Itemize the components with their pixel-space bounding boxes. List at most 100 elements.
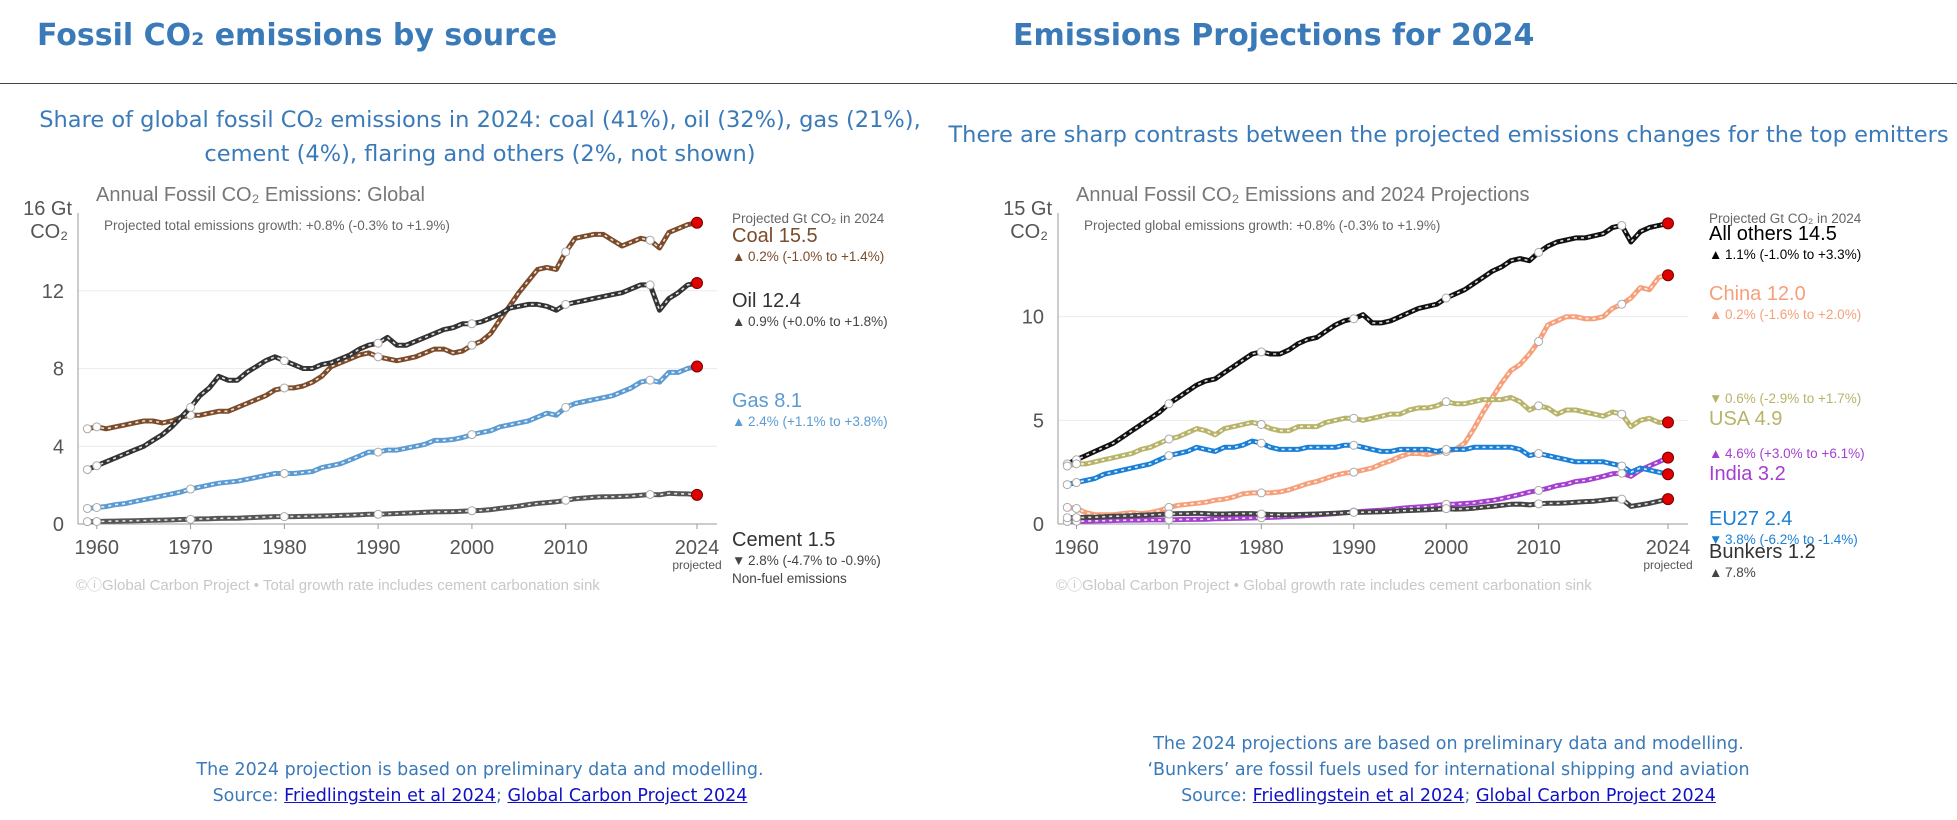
- source-prefix: Source:: [1181, 786, 1253, 806]
- left-heading: Fossil CO₂ emissions by source: [37, 18, 558, 53]
- cement-point: [92, 516, 102, 526]
- all-others-point: [1441, 293, 1451, 303]
- bunkers-point: [1256, 509, 1266, 519]
- oil-growth-arrow: ▲: [732, 314, 745, 329]
- coal-projection-point: [691, 216, 703, 229]
- coal-growth-arrow: ▲: [732, 249, 745, 264]
- source-prefix: Source:: [212, 786, 285, 806]
- gas-series-line: [84, 364, 700, 511]
- bunkers-point: [1441, 504, 1451, 514]
- chart-title: Annual Fossil CO₂ Emissions: Global: [96, 184, 425, 206]
- bunkers-projection-point: [1662, 493, 1674, 506]
- eu27-point: [1062, 480, 1072, 490]
- right-heading: Emissions Projections for 2024: [1013, 18, 1535, 53]
- bunkers-point: [1534, 499, 1544, 509]
- x-tick-label: 2024: [675, 537, 720, 559]
- oil-point: [279, 356, 289, 366]
- x-tick-label: 1970: [1147, 537, 1192, 559]
- left-subtitle-line1: Share of global fossil CO₂ emissions in …: [39, 107, 921, 133]
- coal-point: [373, 352, 383, 362]
- oil-point: [186, 402, 196, 412]
- y-tick-label: 12: [42, 281, 64, 303]
- right-footer-source: Source: Friedlingstein et al 2024; Globa…: [940, 783, 1957, 809]
- emitters-projection-chart: Annual Fossil CO₂ Emissions and 2024 Pro…: [1003, 184, 1865, 594]
- left-subtitle: Share of global fossil CO₂ emissions in …: [0, 103, 960, 171]
- oil-point: [645, 280, 655, 290]
- friedlingstein-link[interactable]: Friedlingstein et al 2024: [284, 786, 496, 806]
- y-tick-label: 5: [1033, 410, 1044, 432]
- bunkers-growth: 7.8%: [1725, 565, 1756, 580]
- china-growth: 0.2% (-1.6% to +2.0%): [1725, 307, 1861, 322]
- gcp-link[interactable]: Global Carbon Project 2024: [1475, 786, 1716, 806]
- gcp-link[interactable]: Global Carbon Project 2024: [507, 786, 748, 806]
- y-axis-unit-2: CO₂: [30, 221, 68, 243]
- all-others-point: [1534, 247, 1544, 257]
- y-axis-unit: 16 Gt: [23, 198, 72, 220]
- left-footer-source: Source: Friedlingstein et al 2024; Globa…: [0, 783, 960, 809]
- cement-point: [279, 512, 289, 522]
- bunkers-point: [1164, 509, 1174, 519]
- usa-point: [1071, 459, 1081, 469]
- source-separator: ;: [1464, 786, 1471, 806]
- x-tick-projected: projected: [672, 558, 721, 572]
- x-tick-label: 2024: [1646, 537, 1691, 559]
- cement-growth: 2.8% (-4.7% to -0.9%): [748, 553, 881, 568]
- coal-value-label: Coal 15.5: [732, 225, 818, 247]
- usa-series-dash: [1067, 396, 1668, 467]
- india-growth: 4.6% (+3.0% to +6.1%): [1725, 446, 1865, 461]
- coal-point: [92, 422, 102, 432]
- oil-point: [82, 465, 92, 475]
- oil-projection-point: [691, 276, 703, 289]
- usa-point: [1256, 419, 1266, 429]
- gas-growth-arrow: ▲: [732, 414, 745, 429]
- x-tick-label: 2000: [450, 537, 495, 559]
- china-growth-arrow: ▲: [1709, 307, 1722, 322]
- cement-point: [561, 495, 571, 505]
- coal-point: [467, 340, 477, 350]
- cement-point: [373, 509, 383, 519]
- eu27-projection-point: [1662, 468, 1674, 481]
- source-separator: ;: [495, 786, 502, 806]
- eu27-point: [1441, 444, 1451, 454]
- all-others-growth-arrow: ▲: [1709, 247, 1722, 262]
- china-point: [1534, 337, 1544, 347]
- all-others-projection-point: [1662, 217, 1674, 230]
- coal-growth: 0.2% (-1.0% to +1.4%): [748, 249, 884, 264]
- coal-point: [645, 235, 655, 245]
- cement-growth-arrow: ▼: [732, 553, 745, 568]
- usa-growth: 0.6% (-2.9% to +1.7%): [1725, 391, 1861, 406]
- friedlingstein-link[interactable]: Friedlingstein et al 2024: [1252, 786, 1465, 806]
- y-tick-label: 10: [1022, 307, 1044, 329]
- header-divider: [0, 83, 1957, 84]
- gas-point: [82, 503, 92, 513]
- oil-growth: 0.9% (+0.0% to +1.8%): [748, 314, 888, 329]
- bunkers-point: [1062, 513, 1072, 523]
- gas-growth: 2.4% (+1.1% to +3.8%): [748, 414, 888, 429]
- bunkers-value-label: Bunkers 1.2: [1709, 541, 1816, 563]
- eu27-series-dash: [1067, 440, 1669, 486]
- watermark: ©ⓘGlobal Carbon Project • Global growth …: [1056, 577, 1592, 594]
- eu27-point: [1164, 451, 1174, 461]
- right-footer: The 2024 projections are based on prelim…: [940, 731, 1957, 809]
- eu27-growth: 3.8% (-6.2% to -1.4%): [1725, 532, 1858, 547]
- left-footer: The 2024 projection is based on prelimin…: [0, 757, 960, 809]
- usa-value-label: USA 4.9: [1709, 408, 1782, 430]
- all-others-point: [1164, 399, 1174, 409]
- eu27-value-label: EU27 2.4: [1709, 508, 1792, 530]
- india-growth-arrow: ▲: [1709, 446, 1722, 461]
- oil-point: [561, 299, 571, 309]
- cement-projection-point: [691, 488, 703, 501]
- all-others-point: [1256, 347, 1266, 357]
- oil-series-dash: [87, 282, 698, 471]
- left-subtitle-line2: cement (4%), flaring and others (2%, not…: [204, 141, 756, 167]
- chart-title: Annual Fossil CO₂ Emissions and 2024 Pro…: [1076, 184, 1530, 206]
- usa-point: [1164, 434, 1174, 444]
- chart-note: Projected total emissions growth: +0.8% …: [104, 218, 450, 233]
- gas-value-label: Gas 8.1: [732, 390, 802, 412]
- projection-header: Projected Gt CO₂ in 2024: [1709, 211, 1862, 226]
- oil-point: [92, 461, 102, 471]
- y-tick-label: 4: [53, 436, 64, 458]
- china-point: [1617, 299, 1627, 309]
- x-tick-label: 1980: [1239, 537, 1284, 559]
- all-others-growth: 1.1% (-1.0% to +3.3%): [1725, 247, 1861, 262]
